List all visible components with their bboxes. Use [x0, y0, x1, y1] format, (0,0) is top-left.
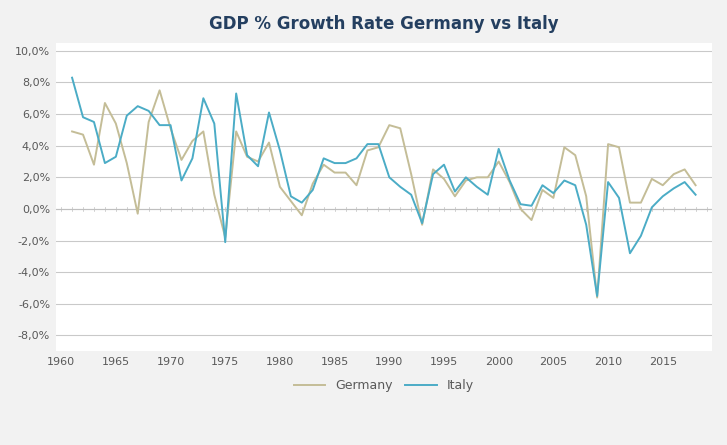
- Italy: [527, 203, 536, 208]
- Italy: [210, 121, 219, 126]
- Germany: [614, 145, 623, 150]
- Legend: Germany, Italy: Germany, Italy: [289, 375, 478, 397]
- Italy: [221, 239, 230, 245]
- Italy: [593, 293, 601, 299]
- Germany: [221, 235, 230, 240]
- Italy: [68, 75, 76, 81]
- Italy: [603, 179, 612, 185]
- Italy: [691, 192, 700, 198]
- Line: Germany: Germany: [72, 90, 696, 298]
- Italy: [670, 186, 678, 191]
- Germany: [538, 187, 547, 193]
- Germany: [156, 88, 164, 93]
- Italy: [483, 192, 492, 198]
- Germany: [691, 182, 700, 188]
- Germany: [593, 295, 601, 300]
- Title: GDP % Growth Rate Germany vs Italy: GDP % Growth Rate Germany vs Italy: [209, 15, 558, 33]
- Germany: [68, 129, 76, 134]
- Line: Italy: Italy: [72, 78, 696, 296]
- Germany: [232, 129, 241, 134]
- Germany: [494, 159, 503, 164]
- Germany: [670, 171, 678, 177]
